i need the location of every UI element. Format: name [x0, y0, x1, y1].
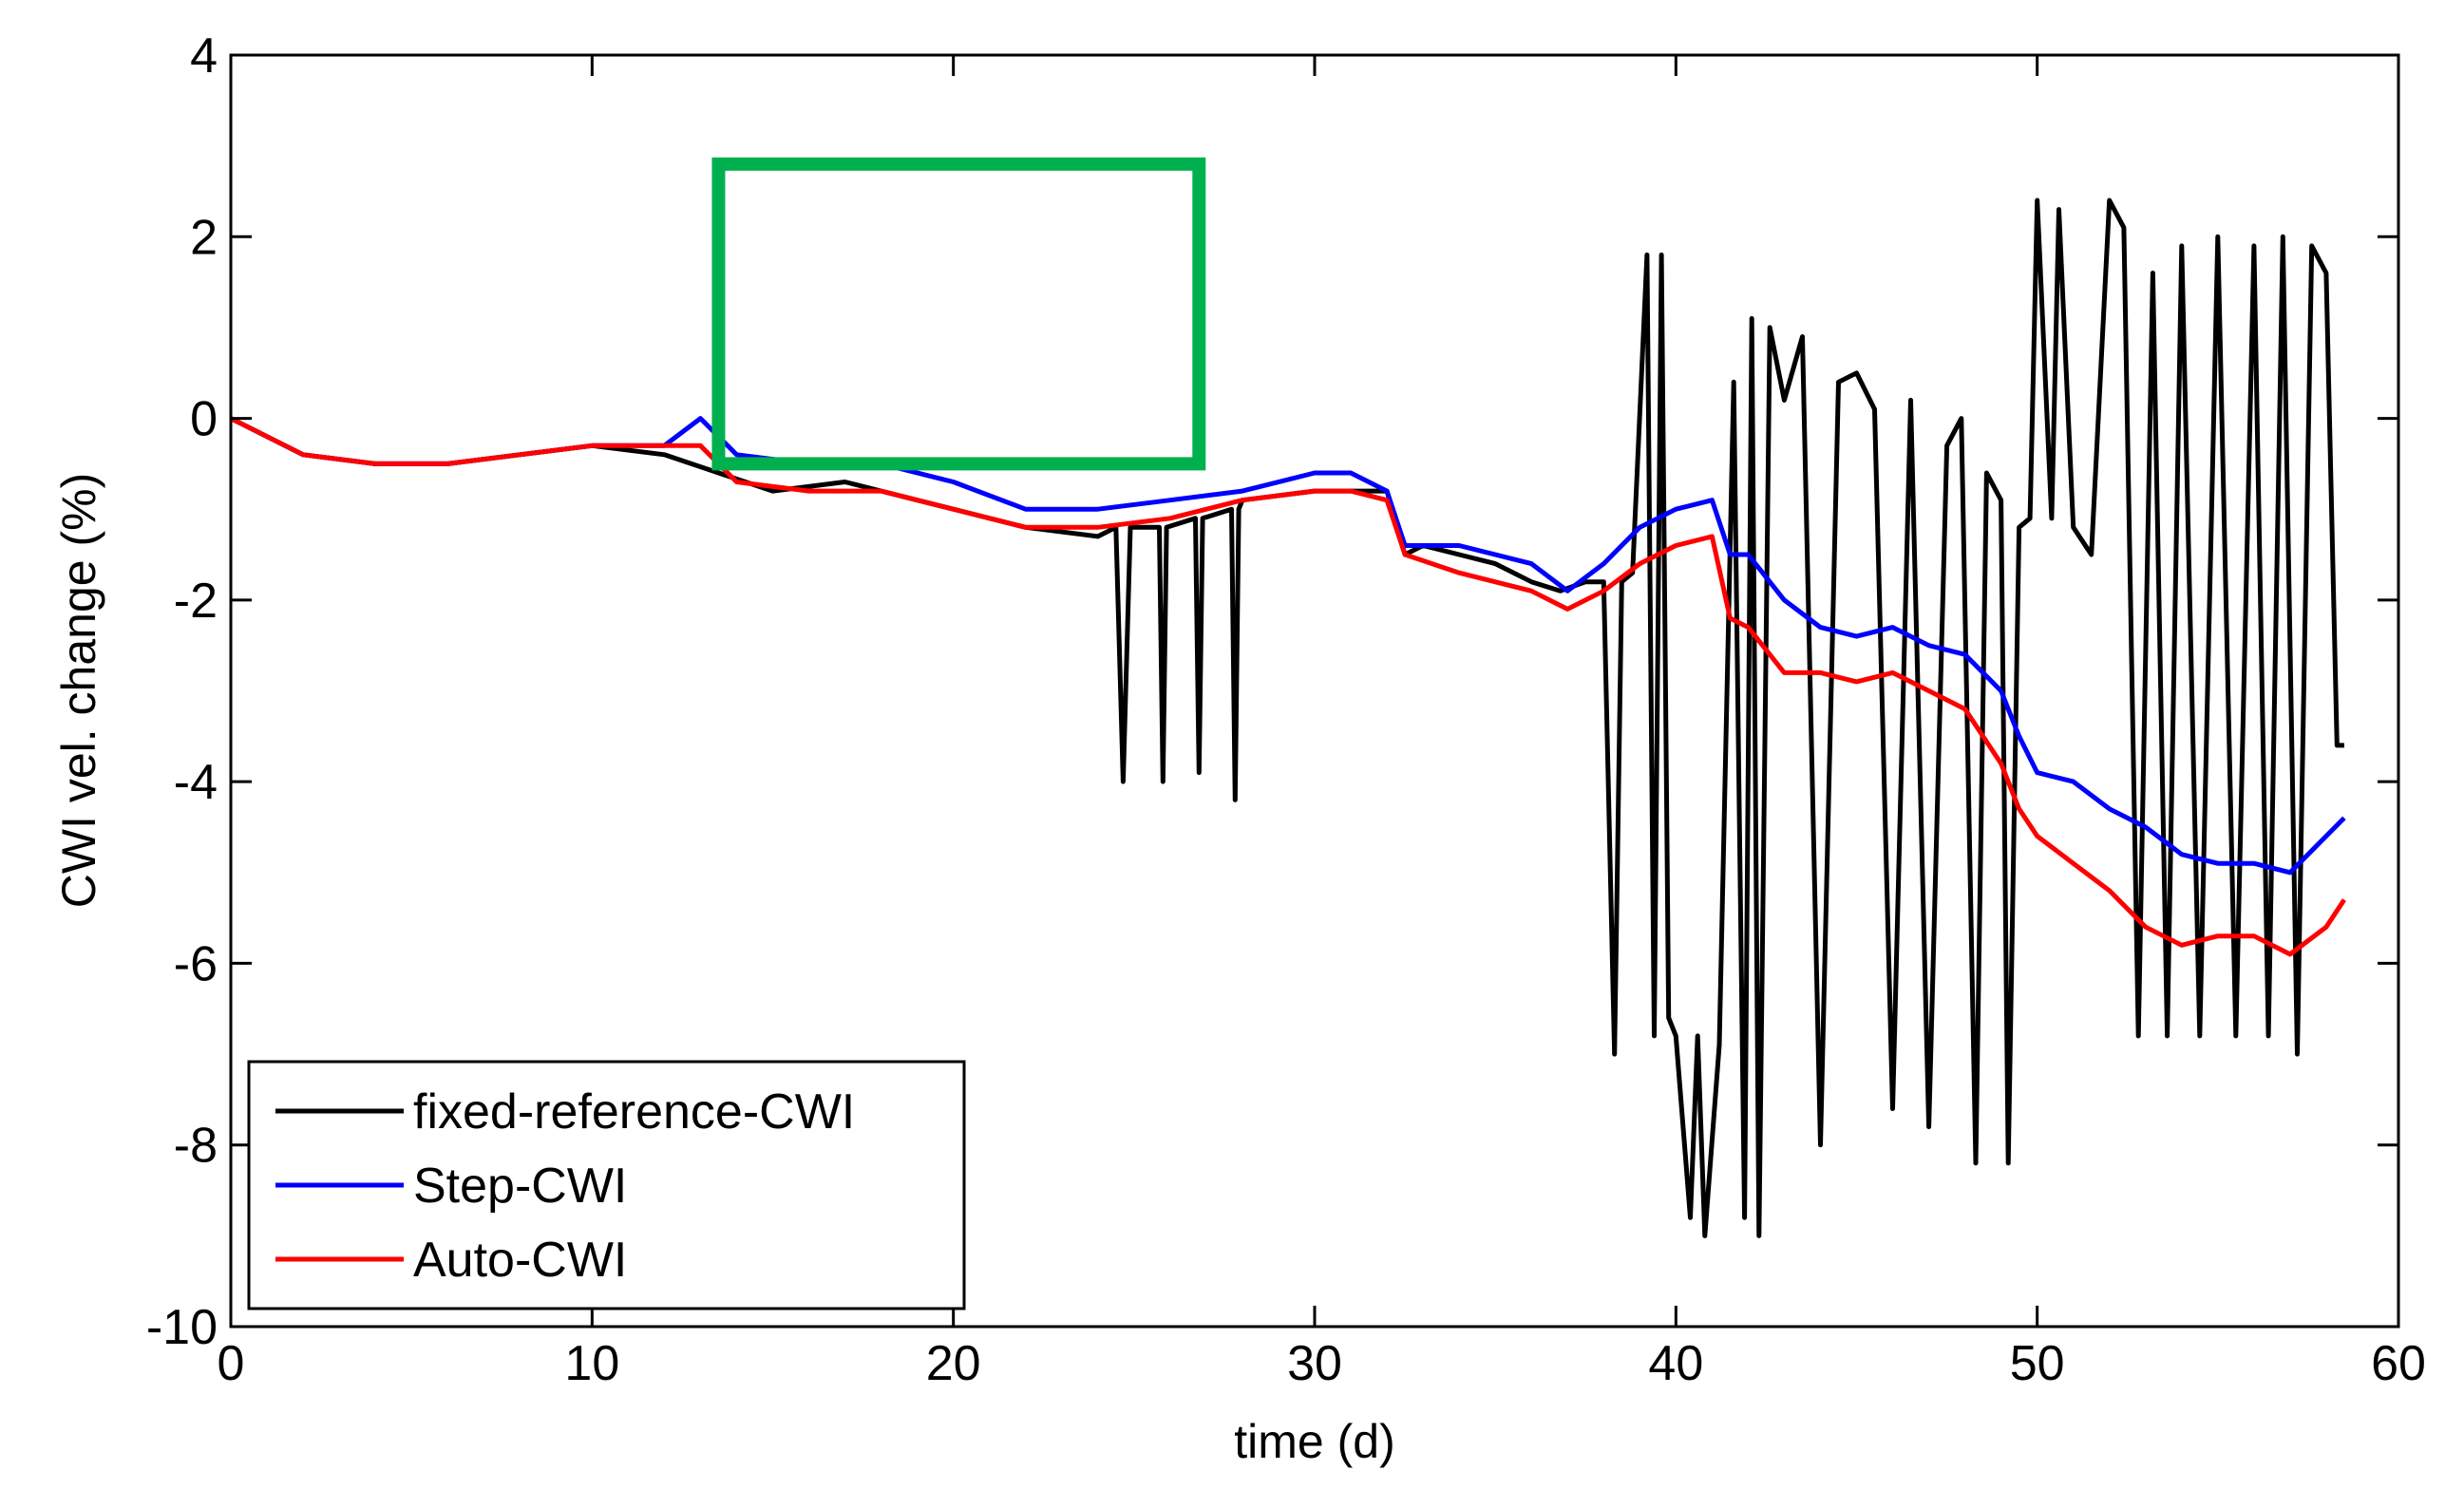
legend: fixed-reference-CWI Step-CWI Auto-CWI: [247, 1060, 966, 1310]
series-line-fixed-reference-cwi: [229, 198, 2344, 1238]
legend-label-fixed-reference: fixed-reference-CWI: [413, 1084, 855, 1140]
y-tick-label: -10: [146, 1300, 218, 1355]
y-tick-label: 0: [190, 392, 218, 447]
x-tick-label: 30: [1287, 1336, 1342, 1391]
annotation-layer: [711, 157, 1206, 471]
y-tick-label: -4: [174, 755, 218, 810]
x-tick-label: 20: [926, 1336, 981, 1391]
legend-label-auto: Auto-CWI: [413, 1233, 627, 1288]
y-tick-label: -8: [174, 1119, 218, 1174]
x-axis-title: time (d): [1234, 1415, 1394, 1468]
y-tick-label: 4: [190, 28, 218, 84]
y-tick-label: -2: [174, 574, 218, 629]
x-tick-label: 50: [2010, 1336, 2065, 1391]
y-axis-title: CWI vel. change (%): [52, 473, 105, 908]
x-tick-label: 40: [1648, 1336, 1703, 1391]
x-tick-label: 0: [218, 1336, 245, 1391]
x-tick-label: 60: [2371, 1336, 2426, 1391]
x-tick-label: 10: [564, 1336, 619, 1391]
y-tick-label: -6: [174, 936, 218, 991]
highlight-box: [711, 157, 1206, 471]
y-tick-label: 2: [190, 210, 218, 265]
legend-label-step: Step-CWI: [413, 1159, 627, 1214]
